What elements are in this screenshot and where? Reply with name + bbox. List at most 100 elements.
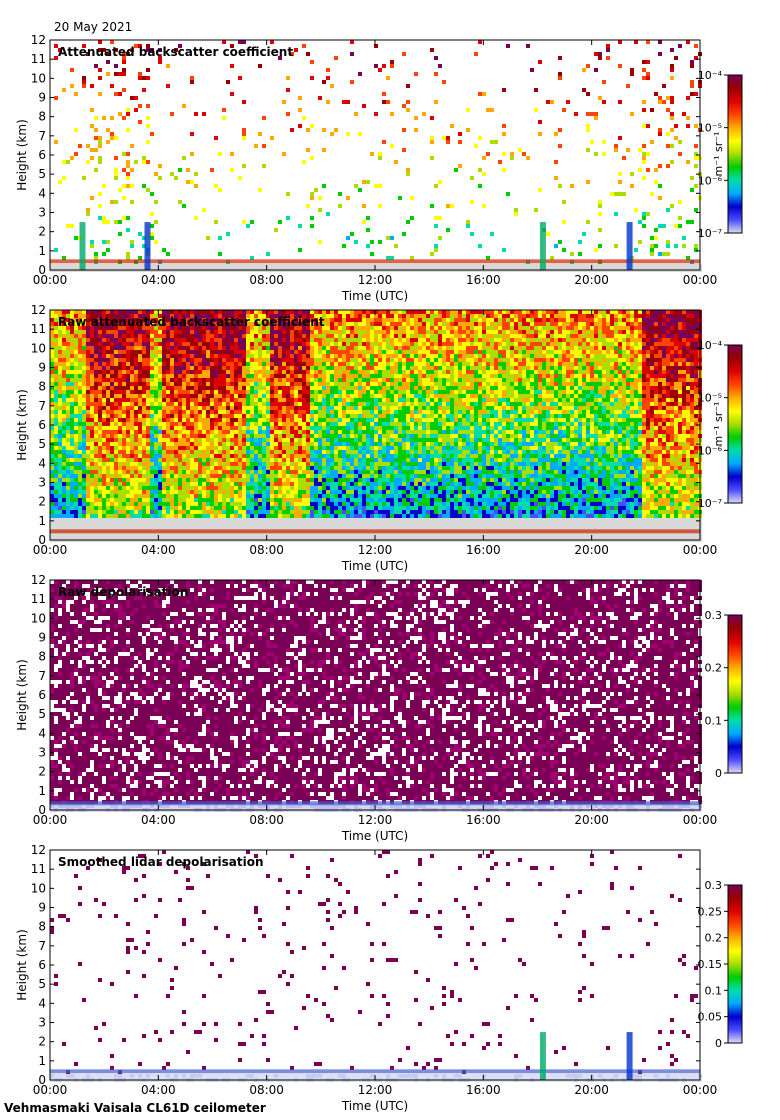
y-tick-label: 8 bbox=[38, 650, 46, 664]
y-tick-label: 8 bbox=[38, 380, 46, 394]
cloud-event bbox=[539, 222, 546, 270]
y-axis-label: Height (km) bbox=[15, 389, 29, 460]
y-axis-label: Height (km) bbox=[15, 119, 29, 190]
x-axis-label: Time (UTC) bbox=[341, 829, 408, 843]
y-tick-label: 2 bbox=[38, 1035, 46, 1049]
y-tick-label: 11 bbox=[31, 862, 46, 876]
surface-layer bbox=[50, 801, 700, 806]
x-tick-label: 08:00 bbox=[249, 543, 284, 557]
colorbar-tick-label: 10⁻⁷ bbox=[698, 227, 722, 240]
plot-area bbox=[50, 40, 700, 270]
colorbar bbox=[727, 884, 743, 1044]
y-tick-label: 7 bbox=[38, 669, 46, 683]
y-tick-label: 2 bbox=[38, 495, 46, 509]
x-tick-label: 20:00 bbox=[574, 273, 609, 287]
y-tick-label: 11 bbox=[31, 322, 46, 336]
colorbar-tick-label: 10⁻⁴ bbox=[698, 69, 723, 82]
heatmap-cells bbox=[50, 310, 702, 542]
surface-layer bbox=[50, 259, 700, 264]
cloud-event bbox=[539, 1032, 546, 1080]
x-tick-label: 04:00 bbox=[141, 273, 176, 287]
colorbar-tick-label: 0 bbox=[715, 767, 722, 780]
colorbar-tick-label: 10⁻⁶ bbox=[698, 444, 723, 457]
y-axis-label: Height (km) bbox=[15, 659, 29, 730]
colorbar-tick-label: 10⁻⁶ bbox=[698, 174, 723, 187]
y-tick-label: 1 bbox=[38, 784, 46, 798]
colorbar-tick-label: 10⁻⁴ bbox=[698, 339, 723, 352]
x-tick-label: 00:00 bbox=[33, 543, 68, 557]
x-tick-label: 04:00 bbox=[141, 813, 176, 827]
y-tick-label: 4 bbox=[38, 186, 46, 200]
date-label: 20 May 2021 bbox=[54, 20, 133, 34]
y-tick-label: 10 bbox=[31, 881, 46, 895]
x-tick-label: 16:00 bbox=[466, 813, 501, 827]
colorbar-tick-label: 0.25 bbox=[698, 905, 723, 918]
y-tick-label: 3 bbox=[38, 1016, 46, 1030]
y-tick-label: 6 bbox=[38, 418, 46, 432]
y-tick-label: 1 bbox=[38, 244, 46, 258]
colorbar-tick-label: 0.3 bbox=[705, 879, 723, 892]
panel-title: Smoothed lidar depolarisation bbox=[58, 855, 264, 869]
y-tick-label: 9 bbox=[38, 901, 46, 915]
y-axis-label: Height (km) bbox=[15, 929, 29, 1000]
x-tick-label: 04:00 bbox=[141, 543, 176, 557]
y-tick-label: 8 bbox=[38, 920, 46, 934]
plot-area bbox=[50, 850, 700, 1080]
colorbar-tick-label: 0.3 bbox=[705, 609, 723, 622]
y-tick-label: 9 bbox=[38, 91, 46, 105]
x-tick-label: 00:00 bbox=[683, 1083, 718, 1097]
x-tick-label: 20:00 bbox=[574, 543, 609, 557]
surface-layer bbox=[50, 1069, 700, 1074]
y-tick-label: 12 bbox=[31, 843, 46, 857]
y-tick-label: 10 bbox=[31, 341, 46, 355]
heatmap-cells bbox=[50, 580, 702, 812]
colorbar bbox=[727, 344, 743, 504]
cloud-event bbox=[79, 222, 86, 270]
x-tick-label: 08:00 bbox=[249, 273, 284, 287]
y-tick-label: 4 bbox=[38, 456, 46, 470]
panel-title: Attenuated backscatter coefficient bbox=[58, 45, 293, 59]
y-tick-label: 12 bbox=[31, 33, 46, 47]
y-tick-label: 1 bbox=[38, 1054, 46, 1068]
y-tick-label: 0 bbox=[38, 533, 46, 547]
y-tick-label: 3 bbox=[38, 206, 46, 220]
y-tick-label: 0 bbox=[38, 263, 46, 277]
y-tick-label: 0 bbox=[38, 803, 46, 817]
cloud-event bbox=[626, 1032, 633, 1080]
y-tick-label: 5 bbox=[38, 167, 46, 181]
x-tick-label: 12:00 bbox=[358, 273, 393, 287]
y-tick-label: 10 bbox=[31, 71, 46, 85]
x-tick-label: 20:00 bbox=[574, 813, 609, 827]
x-tick-label: 00:00 bbox=[33, 1083, 68, 1097]
x-tick-label: 16:00 bbox=[466, 543, 501, 557]
colorbar-tick-label: 0.2 bbox=[705, 662, 723, 675]
panel-title: Raw attenuated backscatter coefficient bbox=[58, 315, 325, 329]
y-tick-label: 7 bbox=[38, 939, 46, 953]
colorbar bbox=[727, 74, 743, 234]
y-tick-label: 0 bbox=[38, 1073, 46, 1087]
y-tick-label: 4 bbox=[38, 726, 46, 740]
colorbar bbox=[727, 614, 743, 774]
y-tick-label: 6 bbox=[38, 958, 46, 972]
y-tick-label: 3 bbox=[38, 746, 46, 760]
y-tick-label: 11 bbox=[31, 52, 46, 66]
colorbar-unit: m⁻¹ sr⁻¹ bbox=[712, 132, 725, 177]
y-tick-label: 5 bbox=[38, 977, 46, 991]
y-tick-label: 9 bbox=[38, 631, 46, 645]
x-tick-label: 00:00 bbox=[683, 813, 718, 827]
y-tick-label: 5 bbox=[38, 437, 46, 451]
y-tick-label: 2 bbox=[38, 765, 46, 779]
y-tick-label: 3 bbox=[38, 476, 46, 490]
x-tick-label: 00:00 bbox=[33, 813, 68, 827]
x-tick-label: 16:00 bbox=[466, 1083, 501, 1097]
x-axis-label: Time (UTC) bbox=[341, 1099, 408, 1113]
y-tick-label: 1 bbox=[38, 514, 46, 528]
x-tick-label: 04:00 bbox=[141, 1083, 176, 1097]
colorbar-tick-label: 0.1 bbox=[705, 984, 723, 997]
x-axis-label: Time (UTC) bbox=[341, 289, 408, 303]
y-tick-label: 6 bbox=[38, 148, 46, 162]
